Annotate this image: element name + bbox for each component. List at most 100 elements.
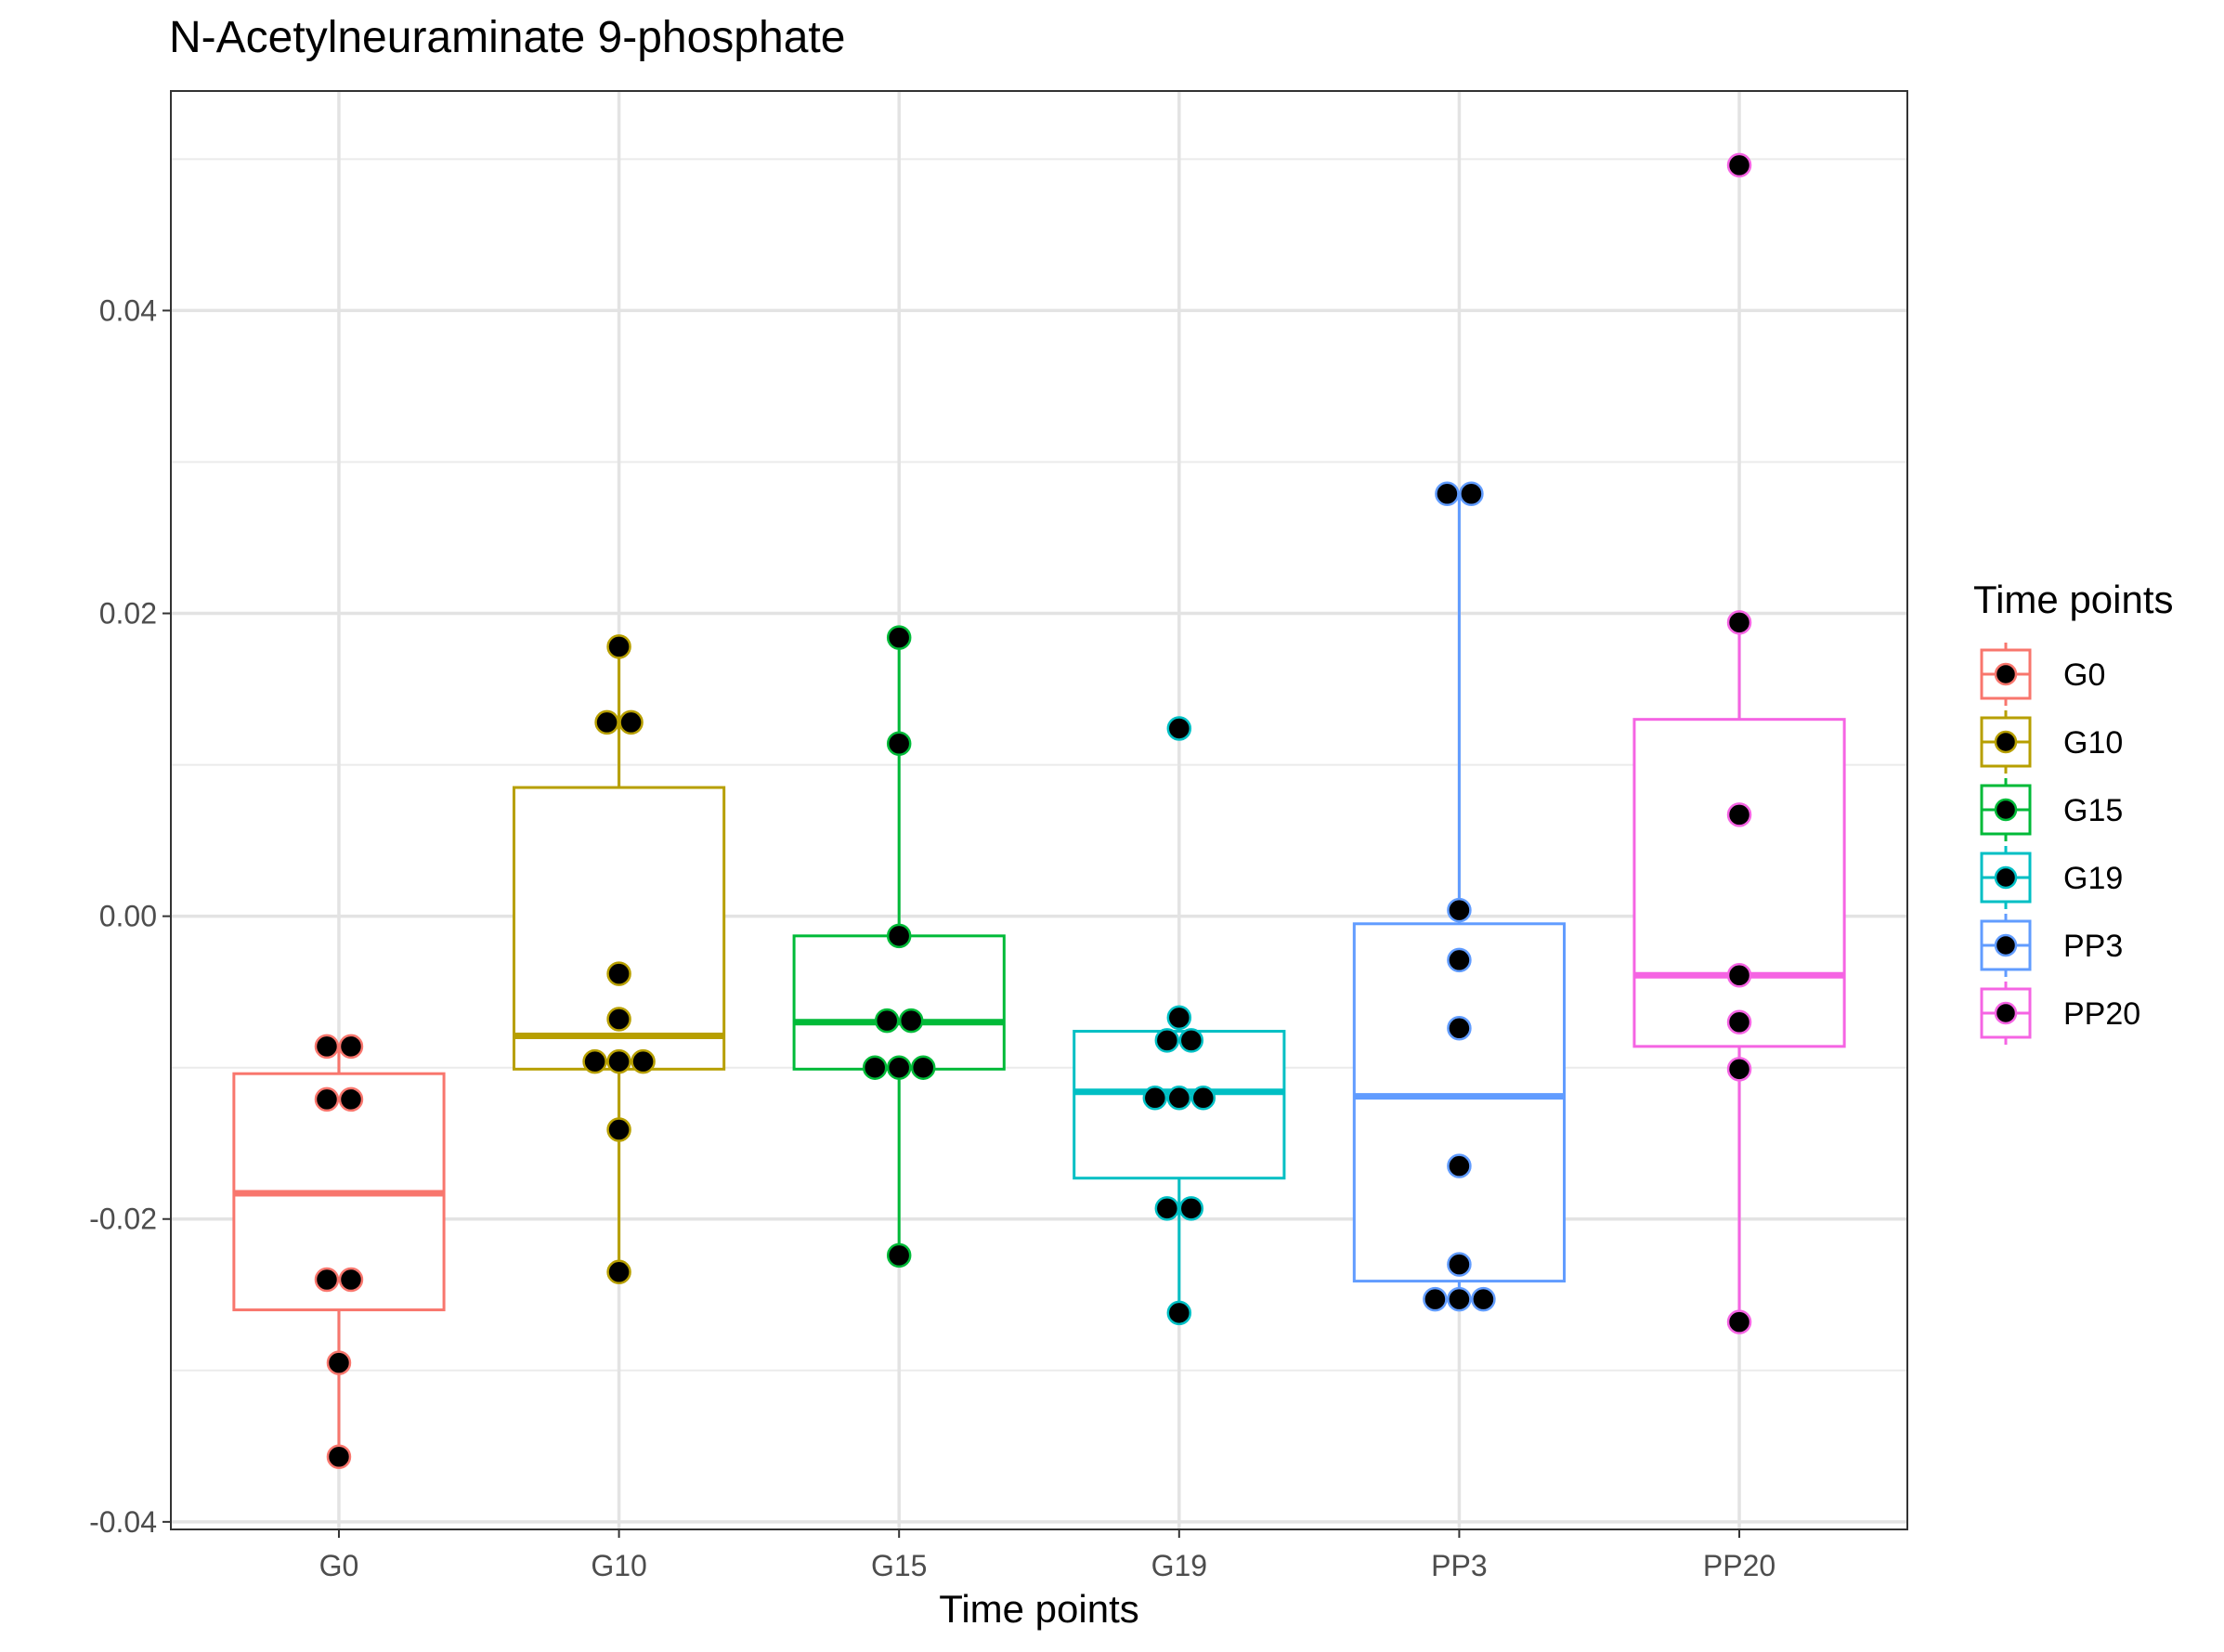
point-G0 (338, 1034, 364, 1060)
point-PP20 (1726, 802, 1752, 827)
point-G10 (606, 634, 631, 659)
point-PP3 (1459, 481, 1484, 506)
legend-key-point (1994, 865, 2018, 890)
point-G10 (582, 1048, 607, 1074)
point-G15 (874, 1008, 900, 1034)
point-G10 (631, 1048, 656, 1074)
point-G0 (326, 1350, 352, 1375)
x-tick-label: G0 (319, 1549, 359, 1582)
x-tick-label: G19 (1151, 1549, 1207, 1582)
data-points (314, 152, 1752, 1469)
point-PP3 (1447, 1153, 1472, 1178)
point-PP20 (1726, 610, 1752, 635)
point-G0 (314, 1034, 340, 1060)
point-G10 (594, 709, 619, 735)
point-G0 (326, 1444, 352, 1469)
plot-border (170, 90, 1908, 1530)
legend-item-PP3: PP3 (1980, 914, 2123, 977)
legend-label: G15 (2063, 793, 2123, 828)
point-G19 (1178, 1196, 1204, 1221)
legend-item-G0: G0 (1980, 643, 2105, 706)
point-G10 (606, 1259, 631, 1285)
point-PP3 (1447, 1286, 1472, 1312)
point-PP3 (1423, 1286, 1448, 1312)
legend-key-point (1994, 798, 2018, 822)
point-PP3 (1447, 1016, 1472, 1041)
legend-item-PP20: PP20 (1980, 982, 2140, 1045)
point-PP20 (1726, 1309, 1752, 1334)
point-G19 (1190, 1086, 1216, 1111)
x-axis: G0 G10 G15 G19 PP3 PP20 (319, 1529, 1775, 1582)
point-G15 (886, 923, 912, 949)
legend: Time points G0 G10 G15 G19 PP3 PP20 (1973, 578, 2174, 1045)
point-G0 (314, 1267, 340, 1293)
box-G0 (232, 1046, 446, 1457)
point-G15 (886, 731, 912, 757)
point-G10 (618, 709, 644, 735)
point-PP20 (1726, 962, 1752, 988)
x-tick-label: G10 (591, 1549, 646, 1582)
y-tick-label: 0.00 (99, 900, 157, 933)
point-PP20 (1726, 152, 1752, 178)
point-PP3 (1447, 897, 1472, 923)
box-PP3 (1352, 493, 1567, 1300)
point-PP3 (1435, 481, 1460, 506)
point-PP3 (1471, 1286, 1496, 1312)
point-G15 (898, 1008, 924, 1034)
legend-key-point (1994, 933, 2018, 957)
point-G0 (338, 1267, 364, 1293)
legend-title: Time points (1973, 578, 2174, 621)
plot-panel (171, 91, 1907, 1529)
legend-label: G0 (2063, 657, 2105, 693)
legend-item-G15: G15 (1980, 778, 2123, 841)
point-PP20 (1726, 1009, 1752, 1035)
x-tick-label: PP20 (1703, 1549, 1775, 1582)
point-G10 (606, 961, 631, 986)
box-PP20 (1632, 622, 1846, 1322)
y-axis: -0.04 -0.02 0.00 0.02 0.04 (89, 293, 171, 1539)
point-G15 (862, 1055, 888, 1080)
chart-title: N-Acetylneuraminate 9-phosphate (169, 13, 845, 62)
legend-key-point (1994, 662, 2018, 686)
point-G19 (1166, 1005, 1192, 1031)
point-G10 (606, 1117, 631, 1142)
point-PP20 (1726, 1057, 1752, 1082)
legend-label: PP20 (2063, 996, 2140, 1032)
iqr-box (1352, 922, 1567, 1283)
legend-key-point (1994, 1001, 2018, 1025)
point-G15 (910, 1055, 936, 1080)
y-tick-label: 0.04 (99, 293, 157, 327)
point-G0 (338, 1086, 364, 1112)
boxes (232, 493, 1846, 1457)
x-tick-label: PP3 (1431, 1549, 1487, 1582)
point-G19 (1154, 1028, 1180, 1053)
point-G10 (606, 1048, 631, 1074)
legend-label: G19 (2063, 861, 2123, 896)
legend-label: G10 (2063, 725, 2123, 761)
legend-label: PP3 (2063, 929, 2123, 964)
point-G15 (886, 1242, 912, 1268)
y-tick-label: -0.02 (89, 1203, 157, 1236)
box-G15 (792, 637, 1006, 1255)
point-G15 (886, 1055, 912, 1080)
iqr-box (1632, 718, 1846, 1048)
point-PP3 (1447, 947, 1472, 973)
x-tick-label: G15 (871, 1549, 927, 1582)
point-G19 (1178, 1028, 1204, 1053)
legend-item-G10: G10 (1980, 710, 2123, 774)
point-G19 (1154, 1196, 1180, 1221)
point-G19 (1166, 1086, 1192, 1111)
point-PP3 (1447, 1252, 1472, 1277)
x-axis-title: Time points (939, 1587, 1139, 1631)
point-G15 (886, 625, 912, 650)
y-tick-label: 0.02 (99, 597, 157, 631)
point-G19 (1166, 1300, 1192, 1326)
point-G10 (606, 1007, 631, 1032)
legend-key-point (1994, 730, 2018, 754)
point-G19 (1166, 716, 1192, 741)
iqr-box (792, 934, 1006, 1071)
point-G19 (1142, 1086, 1168, 1111)
y-tick-label: -0.04 (89, 1505, 157, 1539)
